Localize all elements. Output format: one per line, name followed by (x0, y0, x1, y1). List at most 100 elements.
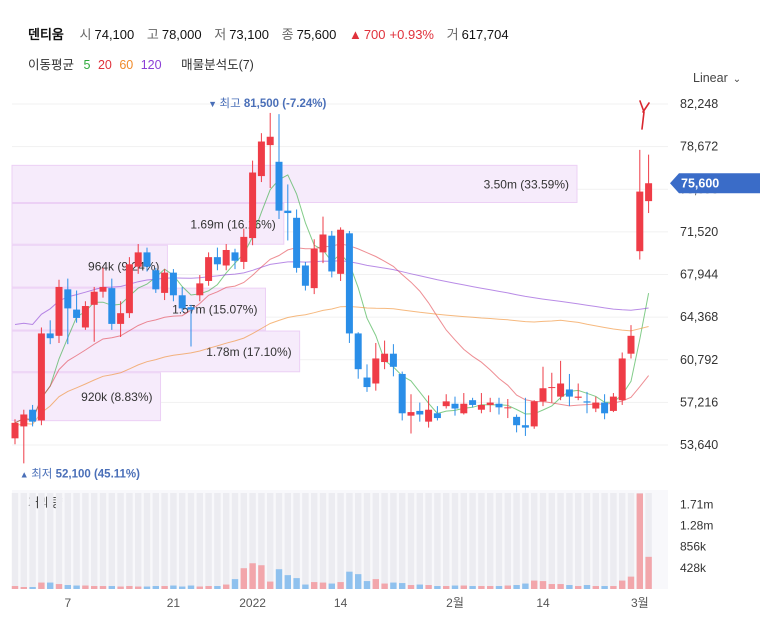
volume-bar-24 (223, 584, 230, 589)
volume-profile-bar-0 (11, 164, 578, 204)
volume-bar-61 (548, 584, 555, 589)
volume-bar-27 (249, 563, 256, 589)
volume-bar-44 (399, 583, 406, 589)
ma-120-label[interactable]: 120 (140, 58, 162, 72)
candle-1 (20, 409, 28, 464)
candle-2 (29, 404, 37, 427)
candle-body (187, 307, 195, 310)
volume-bar-bg-63 (566, 493, 573, 589)
candle-body (37, 333, 45, 421)
candle-body (460, 403, 468, 414)
candle-body (55, 286, 63, 336)
volume-bar-bg-4 (47, 493, 54, 589)
close-value: 75,600 (296, 27, 337, 42)
volume-bar-34 (311, 582, 318, 589)
volume-bar-18 (170, 585, 177, 589)
candle-61 (548, 372, 556, 403)
candle-body (407, 412, 415, 416)
candle-body (521, 425, 529, 428)
current-price-tag (670, 173, 760, 194)
candle-body (389, 353, 397, 367)
volume-bar-19 (179, 586, 186, 589)
volume-bar-33 (302, 584, 309, 589)
volume-bar-bg-28 (258, 493, 265, 589)
volume-bar-bg-0 (11, 493, 19, 589)
volume-bar-bg-56 (504, 493, 511, 589)
candle-body (627, 335, 635, 354)
candle-6 (64, 278, 72, 345)
candle-57 (513, 414, 521, 433)
candle-43 (389, 344, 397, 377)
volume-bar-49 (443, 586, 450, 589)
ma-label[interactable]: 이동평균 (28, 58, 75, 72)
candle-34 (310, 239, 318, 295)
volume-bar-bg-19 (179, 493, 186, 589)
volume-bar-26 (240, 568, 247, 589)
volume-bar-51 (460, 585, 467, 589)
price-tick-3: 71,520 (680, 225, 718, 239)
volume-bar-57 (513, 585, 520, 589)
candle-body (161, 272, 169, 293)
candle-35 (319, 216, 327, 264)
volume-profile-label-1: 1.69m (16.16%) (190, 217, 275, 231)
volume-bar-bg-59 (531, 493, 538, 589)
candle-27 (249, 160, 257, 246)
candle-body (504, 407, 512, 409)
candle-body (433, 413, 441, 419)
candle-body (319, 234, 327, 253)
volume-bar-bg-31 (284, 493, 291, 589)
candle-67 (601, 394, 609, 420)
candle-body (645, 183, 653, 202)
volume-bar-13 (126, 586, 133, 589)
volume-bar-39 (355, 574, 362, 589)
volume-bar-bg-46 (416, 493, 423, 589)
volume-bar-bg-44 (399, 493, 406, 589)
candle-body (90, 291, 98, 305)
low-label: 저 (214, 27, 227, 42)
volume-bar-bg-68 (610, 493, 617, 589)
volume-profile-bar-3 (11, 287, 266, 331)
ma-5-label[interactable]: 5 (83, 58, 91, 72)
volume-bar-17 (161, 586, 168, 589)
volume-tick-0: 1.71m (680, 497, 713, 511)
candle-14 (134, 244, 142, 274)
volume-bar-bg-50 (451, 493, 459, 589)
volume-profile-label-3: 1.57m (15.07%) (172, 303, 257, 317)
candle-body (125, 264, 133, 314)
volume-bar-bg-42 (381, 493, 388, 589)
volume-bar-2 (29, 587, 36, 589)
candle-56 (504, 398, 512, 419)
volume-bar-bg-40 (363, 493, 371, 589)
candle-31 (284, 184, 292, 241)
candle-body (557, 383, 565, 397)
candle-body (266, 136, 274, 146)
candle-body (618, 358, 626, 401)
candle-63 (565, 373, 573, 407)
candle-25 (231, 248, 239, 270)
candle-18 (169, 269, 177, 302)
candle-60 (539, 366, 547, 407)
volume-bar-16 (152, 586, 159, 589)
candle-body (205, 257, 213, 281)
high-annotation: ▼ 최고 81,500 (-7.24%) (208, 97, 326, 110)
volume-bar-bg-58 (522, 493, 529, 589)
candle-64 (574, 383, 582, 401)
volume-bar-bg-35 (319, 493, 327, 589)
ma-20-label[interactable]: 20 (97, 58, 112, 72)
volume-profile-label[interactable]: 매물분석도(7) (181, 58, 254, 72)
candle-body (275, 161, 283, 211)
volume-bar-bg-57 (513, 493, 520, 589)
candle-65 (583, 391, 591, 414)
scale-dropdown[interactable]: Linear ⌄ (693, 71, 741, 85)
candle-body (477, 404, 485, 410)
handwritten-checkmark (639, 100, 650, 130)
volume-bar-bg-39 (355, 493, 362, 589)
candle-32 (293, 209, 301, 273)
candle-26 (240, 228, 248, 270)
volume-bar-bg-11 (108, 493, 115, 589)
candle-body (301, 265, 309, 286)
candle-13 (125, 257, 133, 318)
price-tick-0: 82,248 (680, 97, 718, 111)
ma-60-label[interactable]: 60 (119, 58, 134, 72)
